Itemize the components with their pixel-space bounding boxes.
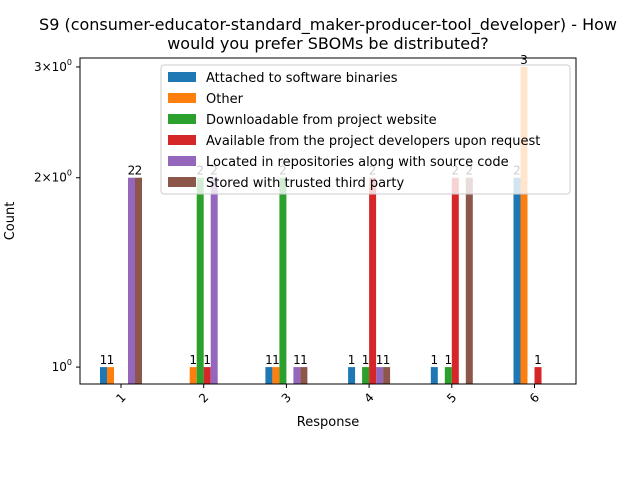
bar-value-label: 1 [107,353,115,367]
bar-value-label: 1 [265,353,273,367]
y-axis-label: Count [3,202,18,241]
bar [534,367,542,384]
bar-value-label: 3 [520,53,528,67]
bar [128,177,135,384]
bar [300,367,308,384]
legend: Attached to software binaries Other Downlo… [160,64,571,195]
bar [107,367,114,384]
bar [203,367,211,384]
legend-label: Located in repositories along with sourc… [206,155,509,170]
legend-swatch [168,93,196,103]
bar-value-label: 1 [430,353,438,367]
bar [451,177,459,384]
bar-value-label: 2 [128,164,136,178]
y-ticks-layer: 100 2×100 3×100 [34,58,80,374]
y-tick-label: 2×100 [34,169,72,185]
bar [135,177,142,384]
bar-value-label: 2 [135,164,143,178]
legend-swatch [168,135,196,145]
bar [348,367,356,384]
bar [465,177,473,384]
bar-value-label: 1 [383,353,391,367]
bar [376,367,384,384]
bar [430,367,438,384]
bar-value-label: 1 [203,353,211,367]
bar-value-label: 1 [293,353,301,367]
bar-value-label: 1 [534,353,542,367]
x-axis-label: Response [297,415,359,430]
bar-value-label: 1 [348,353,356,367]
legend-swatch [168,156,196,166]
legend-label: Other [206,92,244,107]
bar [383,367,391,384]
legend-box [160,64,571,195]
bar [210,177,218,384]
bar-value-label: 1 [444,353,452,367]
bar [513,177,521,384]
bar [362,367,370,384]
chart-title-line-1: S9 (consumer-educator-standard_maker-pro… [39,15,617,35]
bar-value-label: 1 [300,353,308,367]
bar [279,177,287,384]
bar [265,367,273,384]
bar [444,367,452,384]
bar [369,177,377,384]
legend-label: Stored with trusted third party [206,176,404,191]
bar [293,367,301,384]
legend-swatch [168,114,196,124]
bar [272,367,280,384]
bar [196,177,204,384]
bars-layer [100,66,542,385]
bar-value-label: 1 [189,353,197,367]
legend-items: Attached to software binaries Other Downlo… [168,71,540,191]
bar-value-label: 1 [272,353,280,367]
y-tick-label: 3×100 [34,58,72,74]
legend-swatch [168,177,196,187]
legend-label: Downloadable from project website [206,113,437,128]
bar [520,66,528,385]
legend-label: Attached to software binaries [206,71,398,86]
y-tick-label: 100 [52,358,72,374]
chart-title-line-2: would you prefer SBOMs be distributed? [167,34,489,53]
bar-value-label: 1 [376,353,384,367]
plot-frame [79,57,577,385]
legend-swatch [168,72,196,82]
bar [189,367,197,384]
bar-value-label: 1 [362,353,370,367]
bar [100,367,107,384]
legend-label: Available from the project developers up… [206,134,540,149]
bar-value-label: 1 [100,353,108,367]
